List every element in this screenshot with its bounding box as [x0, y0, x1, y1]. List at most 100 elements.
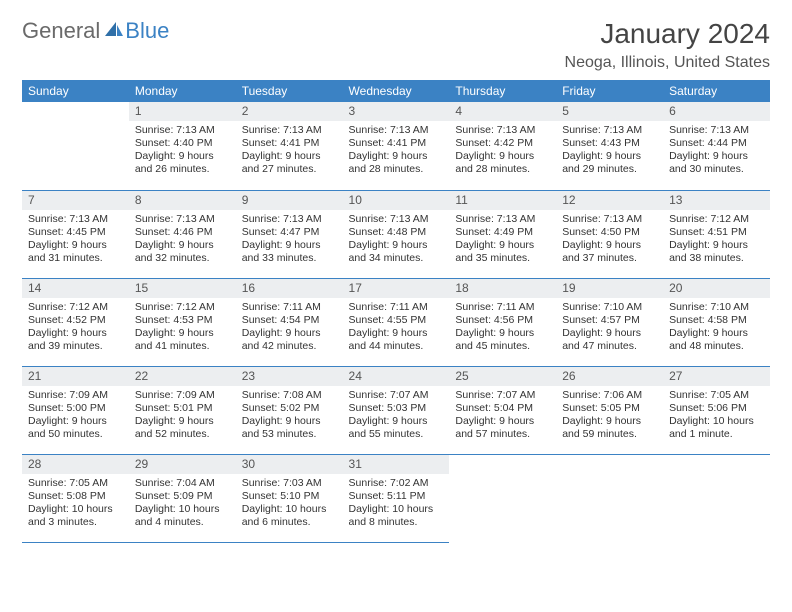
calendar-cell: 17Sunrise: 7:11 AMSunset: 4:55 PMDayligh…: [343, 278, 450, 366]
day-number: 26: [556, 367, 663, 386]
day-details: Sunrise: 7:06 AMSunset: 5:05 PMDaylight:…: [556, 386, 663, 446]
day-details: Sunrise: 7:12 AMSunset: 4:53 PMDaylight:…: [129, 298, 236, 358]
day-number: 4: [449, 102, 556, 121]
day-number: 21: [22, 367, 129, 386]
calendar-cell: 25Sunrise: 7:07 AMSunset: 5:04 PMDayligh…: [449, 366, 556, 454]
day-number: 16: [236, 279, 343, 298]
day-number: 30: [236, 455, 343, 474]
sail-icon: [103, 18, 125, 44]
day-details: Sunrise: 7:13 AMSunset: 4:46 PMDaylight:…: [129, 210, 236, 270]
day-details: Sunrise: 7:13 AMSunset: 4:47 PMDaylight:…: [236, 210, 343, 270]
day-number: 24: [343, 367, 450, 386]
day-details: Sunrise: 7:11 AMSunset: 4:54 PMDaylight:…: [236, 298, 343, 358]
day-header: Friday: [556, 80, 663, 102]
title-block: January 2024 Neoga, Illinois, United Sta…: [565, 18, 770, 72]
day-number: 22: [129, 367, 236, 386]
month-title: January 2024: [565, 18, 770, 50]
calendar-cell: 1Sunrise: 7:13 AMSunset: 4:40 PMDaylight…: [129, 102, 236, 190]
day-number: 27: [663, 367, 770, 386]
brand-part1: General: [22, 18, 100, 44]
day-number: 20: [663, 279, 770, 298]
day-header: Monday: [129, 80, 236, 102]
page-header: General Blue January 2024 Neoga, Illinoi…: [22, 18, 770, 72]
calendar-week: 7Sunrise: 7:13 AMSunset: 4:45 PMDaylight…: [22, 190, 770, 278]
calendar-cell: 27Sunrise: 7:05 AMSunset: 5:06 PMDayligh…: [663, 366, 770, 454]
day-details: Sunrise: 7:12 AMSunset: 4:52 PMDaylight:…: [22, 298, 129, 358]
calendar-cell: 5Sunrise: 7:13 AMSunset: 4:43 PMDaylight…: [556, 102, 663, 190]
day-header: Tuesday: [236, 80, 343, 102]
calendar-page: General Blue January 2024 Neoga, Illinoi…: [0, 0, 792, 543]
calendar-cell: .: [556, 454, 663, 542]
calendar-cell: 16Sunrise: 7:11 AMSunset: 4:54 PMDayligh…: [236, 278, 343, 366]
calendar-cell: 4Sunrise: 7:13 AMSunset: 4:42 PMDaylight…: [449, 102, 556, 190]
brand-part2: Blue: [125, 18, 169, 44]
day-details: Sunrise: 7:05 AMSunset: 5:08 PMDaylight:…: [22, 474, 129, 534]
day-number: 23: [236, 367, 343, 386]
calendar-cell: .: [449, 454, 556, 542]
day-number: 5: [556, 102, 663, 121]
day-details: Sunrise: 7:13 AMSunset: 4:49 PMDaylight:…: [449, 210, 556, 270]
day-number: 8: [129, 191, 236, 210]
day-number: 1: [129, 102, 236, 121]
calendar-cell: 20Sunrise: 7:10 AMSunset: 4:58 PMDayligh…: [663, 278, 770, 366]
day-header: Wednesday: [343, 80, 450, 102]
calendar-header-row: SundayMondayTuesdayWednesdayThursdayFrid…: [22, 80, 770, 102]
calendar-cell: 29Sunrise: 7:04 AMSunset: 5:09 PMDayligh…: [129, 454, 236, 542]
calendar-cell: 30Sunrise: 7:03 AMSunset: 5:10 PMDayligh…: [236, 454, 343, 542]
day-number: 3: [343, 102, 450, 121]
day-details: Sunrise: 7:07 AMSunset: 5:04 PMDaylight:…: [449, 386, 556, 446]
calendar-week: 28Sunrise: 7:05 AMSunset: 5:08 PMDayligh…: [22, 454, 770, 542]
calendar-cell: 14Sunrise: 7:12 AMSunset: 4:52 PMDayligh…: [22, 278, 129, 366]
calendar-week: 21Sunrise: 7:09 AMSunset: 5:00 PMDayligh…: [22, 366, 770, 454]
day-number: 6: [663, 102, 770, 121]
calendar-cell: 10Sunrise: 7:13 AMSunset: 4:48 PMDayligh…: [343, 190, 450, 278]
day-details: Sunrise: 7:05 AMSunset: 5:06 PMDaylight:…: [663, 386, 770, 446]
day-details: Sunrise: 7:13 AMSunset: 4:40 PMDaylight:…: [129, 121, 236, 181]
calendar-cell: 31Sunrise: 7:02 AMSunset: 5:11 PMDayligh…: [343, 454, 450, 542]
calendar-cell: .: [663, 454, 770, 542]
day-number: 10: [343, 191, 450, 210]
calendar-cell: 24Sunrise: 7:07 AMSunset: 5:03 PMDayligh…: [343, 366, 450, 454]
day-number: 28: [22, 455, 129, 474]
calendar-cell: 8Sunrise: 7:13 AMSunset: 4:46 PMDaylight…: [129, 190, 236, 278]
day-details: Sunrise: 7:09 AMSunset: 5:01 PMDaylight:…: [129, 386, 236, 446]
location-text: Neoga, Illinois, United States: [565, 54, 770, 72]
calendar-cell: 28Sunrise: 7:05 AMSunset: 5:08 PMDayligh…: [22, 454, 129, 542]
day-details: Sunrise: 7:13 AMSunset: 4:41 PMDaylight:…: [236, 121, 343, 181]
calendar-cell: 3Sunrise: 7:13 AMSunset: 4:41 PMDaylight…: [343, 102, 450, 190]
day-number: 29: [129, 455, 236, 474]
day-details: Sunrise: 7:13 AMSunset: 4:44 PMDaylight:…: [663, 121, 770, 181]
day-details: Sunrise: 7:08 AMSunset: 5:02 PMDaylight:…: [236, 386, 343, 446]
calendar-cell: 9Sunrise: 7:13 AMSunset: 4:47 PMDaylight…: [236, 190, 343, 278]
day-details: Sunrise: 7:02 AMSunset: 5:11 PMDaylight:…: [343, 474, 450, 534]
day-header: Sunday: [22, 80, 129, 102]
day-details: Sunrise: 7:11 AMSunset: 4:56 PMDaylight:…: [449, 298, 556, 358]
calendar-body: .1Sunrise: 7:13 AMSunset: 4:40 PMDayligh…: [22, 102, 770, 542]
calendar-cell: 21Sunrise: 7:09 AMSunset: 5:00 PMDayligh…: [22, 366, 129, 454]
calendar-cell: 15Sunrise: 7:12 AMSunset: 4:53 PMDayligh…: [129, 278, 236, 366]
day-details: Sunrise: 7:07 AMSunset: 5:03 PMDaylight:…: [343, 386, 450, 446]
day-number: 31: [343, 455, 450, 474]
day-details: Sunrise: 7:13 AMSunset: 4:50 PMDaylight:…: [556, 210, 663, 270]
day-number: 14: [22, 279, 129, 298]
calendar-week: 14Sunrise: 7:12 AMSunset: 4:52 PMDayligh…: [22, 278, 770, 366]
day-details: Sunrise: 7:11 AMSunset: 4:55 PMDaylight:…: [343, 298, 450, 358]
calendar-cell: 23Sunrise: 7:08 AMSunset: 5:02 PMDayligh…: [236, 366, 343, 454]
day-number: 19: [556, 279, 663, 298]
day-details: Sunrise: 7:13 AMSunset: 4:43 PMDaylight:…: [556, 121, 663, 181]
calendar-cell: .: [22, 102, 129, 190]
day-details: Sunrise: 7:10 AMSunset: 4:58 PMDaylight:…: [663, 298, 770, 358]
day-header: Saturday: [663, 80, 770, 102]
calendar-week: .1Sunrise: 7:13 AMSunset: 4:40 PMDayligh…: [22, 102, 770, 190]
calendar-cell: 26Sunrise: 7:06 AMSunset: 5:05 PMDayligh…: [556, 366, 663, 454]
day-number: 9: [236, 191, 343, 210]
day-details: Sunrise: 7:13 AMSunset: 4:41 PMDaylight:…: [343, 121, 450, 181]
day-details: Sunrise: 7:10 AMSunset: 4:57 PMDaylight:…: [556, 298, 663, 358]
day-number: 13: [663, 191, 770, 210]
day-number: 25: [449, 367, 556, 386]
day-details: Sunrise: 7:13 AMSunset: 4:45 PMDaylight:…: [22, 210, 129, 270]
calendar-cell: 13Sunrise: 7:12 AMSunset: 4:51 PMDayligh…: [663, 190, 770, 278]
day-number: 17: [343, 279, 450, 298]
calendar-table: SundayMondayTuesdayWednesdayThursdayFrid…: [22, 80, 770, 543]
calendar-cell: 19Sunrise: 7:10 AMSunset: 4:57 PMDayligh…: [556, 278, 663, 366]
